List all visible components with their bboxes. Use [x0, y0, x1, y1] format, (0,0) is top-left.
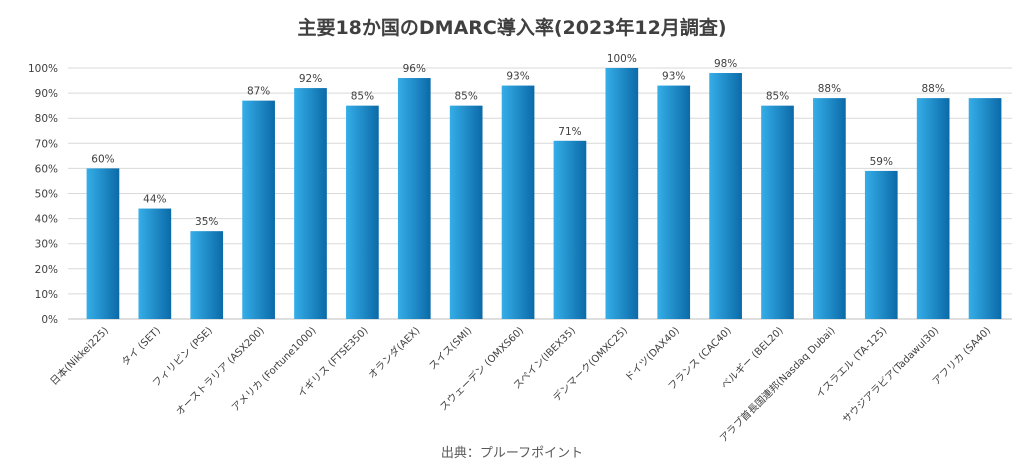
x-tick-label: ドイツ(DAX40)	[623, 325, 682, 384]
bar	[294, 88, 327, 319]
y-tick-label: 70%	[35, 138, 58, 150]
y-tick-label: 20%	[35, 264, 58, 276]
bar	[397, 78, 431, 319]
bar	[501, 85, 535, 319]
data-label: 71%	[558, 126, 581, 138]
data-label: 92%	[299, 73, 322, 85]
source-note: 出典：プルーフポイント	[441, 446, 583, 461]
data-label: 44%	[143, 194, 166, 206]
y-tick-label: 30%	[35, 239, 58, 251]
bar	[709, 73, 742, 320]
y-tick-label: 50%	[35, 189, 58, 201]
y-tick-label: 10%	[35, 289, 58, 301]
x-tick-label: オーストラリア (ASX200)	[174, 325, 267, 418]
bar	[242, 100, 275, 319]
data-label: 85%	[454, 91, 477, 103]
bar	[864, 170, 898, 319]
x-tick-label: 日本(Nikkei225)	[47, 324, 111, 388]
bar	[605, 68, 639, 319]
data-label: 35%	[195, 216, 218, 228]
y-tick-label: 0%	[41, 314, 58, 326]
bar	[346, 105, 379, 320]
x-tick-label: アメリカ (Fortune1000)	[229, 325, 318, 414]
y-tick-label: 80%	[35, 113, 58, 125]
data-label: 98%	[714, 58, 737, 70]
x-tick-label: タイ (SET)	[119, 325, 163, 369]
bar	[761, 105, 794, 320]
bar	[449, 105, 483, 320]
bar	[657, 85, 691, 319]
x-tick-label: サウジアラビア(Tadawul30)	[840, 325, 941, 426]
data-label: 93%	[662, 71, 685, 83]
bar	[968, 98, 1002, 320]
data-label: 100%	[607, 53, 637, 65]
data-label: 60%	[91, 153, 114, 165]
bar	[86, 168, 120, 319]
x-tick-label: アラブ首長国連邦(Nasdaq Dubai)	[717, 324, 838, 445]
data-label: 85%	[351, 91, 374, 103]
y-tick-label: 90%	[35, 88, 58, 100]
x-tick-label: スウェーデン (OMXS60)	[437, 324, 526, 413]
x-tick-label: オランダ(AEX)	[365, 324, 422, 381]
chart-title: 主要18か国のDMARC導入率(2023年12月調査)	[297, 16, 726, 39]
data-label: 96%	[403, 63, 426, 75]
bar	[190, 231, 224, 319]
x-tick-label: スイス(SMI)	[427, 325, 474, 372]
data-label: 85%	[766, 91, 789, 103]
bar	[813, 98, 846, 320]
data-label: 87%	[247, 86, 270, 98]
bar	[553, 140, 587, 319]
y-tick-label: 100%	[28, 63, 58, 75]
data-label: 93%	[506, 71, 529, 83]
data-label: 59%	[870, 156, 893, 168]
bar	[916, 98, 950, 320]
y-tick-label: 60%	[35, 163, 58, 175]
bar	[138, 208, 172, 319]
data-label: 88%	[818, 83, 841, 95]
data-label: 88%	[921, 83, 944, 95]
y-tick-label: 40%	[35, 214, 58, 226]
